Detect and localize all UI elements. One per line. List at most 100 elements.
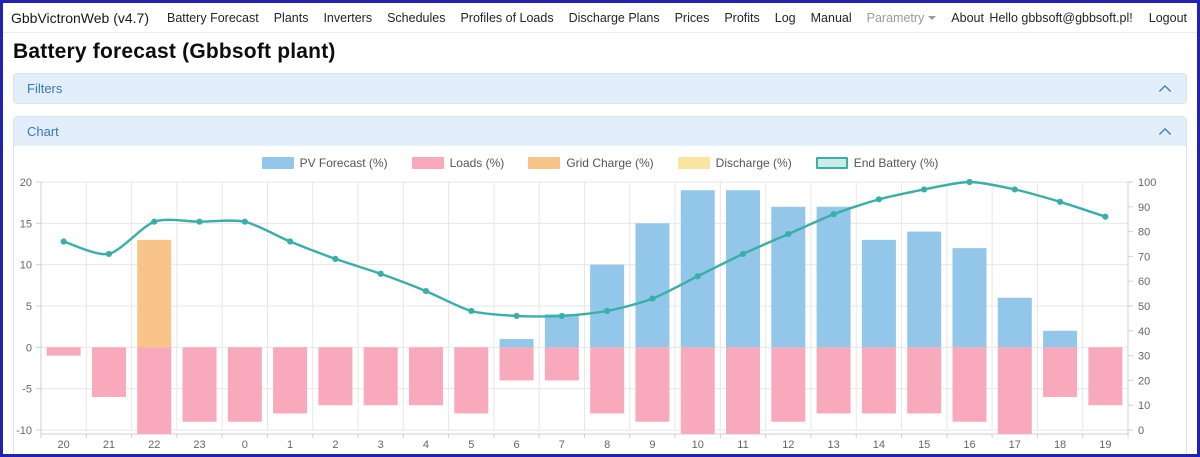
nav-item-battery-forecast[interactable]: Battery Forecast <box>167 10 259 25</box>
bar-loads-h10[interactable] <box>680 347 715 434</box>
bar-loads-h0[interactable] <box>227 347 262 422</box>
bar-loads-h13[interactable] <box>816 347 851 414</box>
point-end-battery-h1[interactable] <box>287 238 294 245</box>
legend-item-discharge[interactable]: Discharge (%) <box>677 156 792 170</box>
x-axis-label-19: 19 <box>1099 439 1111 451</box>
chevron-up-icon[interactable] <box>1158 84 1172 93</box>
nav-item-profiles-of-loads[interactable]: Profiles of Loads <box>460 10 554 25</box>
point-end-battery-h10[interactable] <box>694 273 701 280</box>
bar-pv-forecast-h18[interactable] <box>1043 330 1078 348</box>
bar-loads-h8[interactable] <box>590 347 625 414</box>
nav-item-plants[interactable]: Plants <box>273 10 309 25</box>
bar-loads-h6[interactable] <box>499 347 534 381</box>
logout-link[interactable]: Logout <box>1148 10 1187 25</box>
point-end-battery-h3[interactable] <box>377 270 384 277</box>
legend-item-loads[interactable]: Loads (%) <box>411 156 504 170</box>
nav-item-inverters[interactable]: Inverters <box>323 10 373 25</box>
legend-item-end-battery[interactable]: End Battery (%) <box>815 156 938 170</box>
bar-pv-forecast-h14[interactable] <box>861 239 896 348</box>
point-end-battery-h16[interactable] <box>966 178 973 186</box>
chart-panel-header[interactable]: Chart <box>14 117 1186 146</box>
bar-loads-h5[interactable] <box>454 347 489 414</box>
point-end-battery-h4[interactable] <box>422 288 430 295</box>
right-axis-tick-label: 10 <box>1138 400 1150 412</box>
bar-loads-h4[interactable] <box>408 347 443 406</box>
x-axis-label-6: 6 <box>514 439 520 451</box>
point-end-battery-h18[interactable] <box>1056 198 1064 205</box>
point-end-battery-h11[interactable] <box>739 250 747 258</box>
bar-loads-h23[interactable] <box>182 347 217 422</box>
nav-item-profits[interactable]: Profits <box>724 10 760 25</box>
nav-item-parametry[interactable]: Parametry <box>867 11 937 25</box>
legend-item-pv-forecast[interactable]: PV Forecast (%) <box>261 156 388 170</box>
bar-loads-h2[interactable] <box>318 347 353 406</box>
point-end-battery-h22[interactable] <box>151 218 158 225</box>
nav-item-about[interactable]: About <box>951 10 984 25</box>
point-end-battery-h9[interactable] <box>649 295 656 302</box>
point-end-battery-h19[interactable] <box>1102 213 1109 220</box>
bar-loads-h20[interactable] <box>46 347 81 356</box>
bar-loads-h18[interactable] <box>1043 347 1078 397</box>
point-end-battery-h5[interactable] <box>468 307 475 315</box>
point-end-battery-h8[interactable] <box>604 307 611 315</box>
point-end-battery-h14[interactable] <box>875 196 882 203</box>
bar-pv-forecast-h13[interactable] <box>816 206 851 348</box>
nav-account-area: Hello gbbsoft@gbbsoft.pl! Logout <box>989 11 1187 25</box>
bar-pv-forecast-h11[interactable] <box>726 190 761 348</box>
nav-item-schedules[interactable]: Schedules <box>387 10 446 25</box>
point-end-battery-h13[interactable] <box>830 211 837 218</box>
bar-loads-h16[interactable] <box>952 347 987 422</box>
right-axis-tick-label: 70 <box>1138 251 1150 263</box>
bar-loads-h14[interactable] <box>861 347 896 414</box>
bar-loads-h3[interactable] <box>363 347 398 406</box>
filters-panel-header[interactable]: Filters <box>14 74 1186 103</box>
left-axis-tick-label: 20 <box>20 177 32 189</box>
bar-loads-h19[interactable] <box>1088 347 1123 406</box>
x-axis-label-21: 21 <box>103 439 115 451</box>
point-end-battery-h21[interactable] <box>105 250 113 258</box>
point-end-battery-h15[interactable] <box>921 186 928 193</box>
bar-grid-charge-h22[interactable] <box>137 239 172 348</box>
bar-pv-forecast-h17[interactable] <box>997 297 1032 348</box>
point-end-battery-h7[interactable] <box>558 312 565 320</box>
nav-item-manual[interactable]: Manual <box>810 10 852 25</box>
bar-loads-h17[interactable] <box>997 347 1032 434</box>
bar-loads-h9[interactable] <box>635 347 670 422</box>
bar-loads-h7[interactable] <box>544 347 579 381</box>
legend-item-grid-charge[interactable]: Grid Charge (%) <box>528 156 654 170</box>
point-end-battery-h12[interactable] <box>785 230 792 238</box>
x-axis-label-4: 4 <box>423 439 429 451</box>
bar-loads-h11[interactable] <box>726 347 761 434</box>
line-end-battery[interactable] <box>62 180 1107 318</box>
bar-pv-forecast-h15[interactable] <box>907 231 942 348</box>
bar-pv-forecast-h9[interactable] <box>635 223 670 348</box>
bar-loads-h22[interactable] <box>137 347 172 434</box>
user-greeting-link[interactable]: Hello gbbsoft@gbbsoft.pl! <box>989 10 1133 25</box>
bar-pv-forecast-h7[interactable] <box>544 314 579 348</box>
brand-link[interactable]: GbbVictronWeb (v4.7) <box>11 9 149 26</box>
point-end-battery-h20[interactable] <box>60 238 67 245</box>
nav-item-prices[interactable]: Prices <box>674 10 710 25</box>
x-axis-label-9: 9 <box>649 439 655 451</box>
nav-menu: Battery Forecast Plants Inverters Schedules… <box>167 11 989 25</box>
point-end-battery-h17[interactable] <box>1011 186 1018 193</box>
bar-pv-forecast-h6[interactable] <box>499 339 534 348</box>
chevron-up-icon[interactable] <box>1158 127 1172 136</box>
bar-pv-forecast-h10[interactable] <box>680 190 715 348</box>
point-end-battery-h23[interactable] <box>196 218 203 225</box>
legend-swatch-pv-forecast <box>261 156 294 169</box>
nav-item-discharge-plans[interactable]: Discharge Plans <box>568 10 660 25</box>
legend-swatch-discharge <box>677 156 710 169</box>
bar-loads-h15[interactable] <box>907 347 942 414</box>
bar-loads-h21[interactable] <box>91 347 126 397</box>
nav-item-log[interactable]: Log <box>774 10 796 25</box>
bar-pv-forecast-h16[interactable] <box>952 248 987 348</box>
bar-loads-h12[interactable] <box>771 347 806 422</box>
bar-pv-forecast-h8[interactable] <box>590 264 625 348</box>
point-end-battery-h2[interactable] <box>332 255 339 262</box>
bar-loads-h1[interactable] <box>273 347 308 414</box>
right-axis-tick-label: 100 <box>1138 177 1156 189</box>
point-end-battery-h0[interactable] <box>241 218 248 225</box>
point-end-battery-h6[interactable] <box>513 312 520 320</box>
